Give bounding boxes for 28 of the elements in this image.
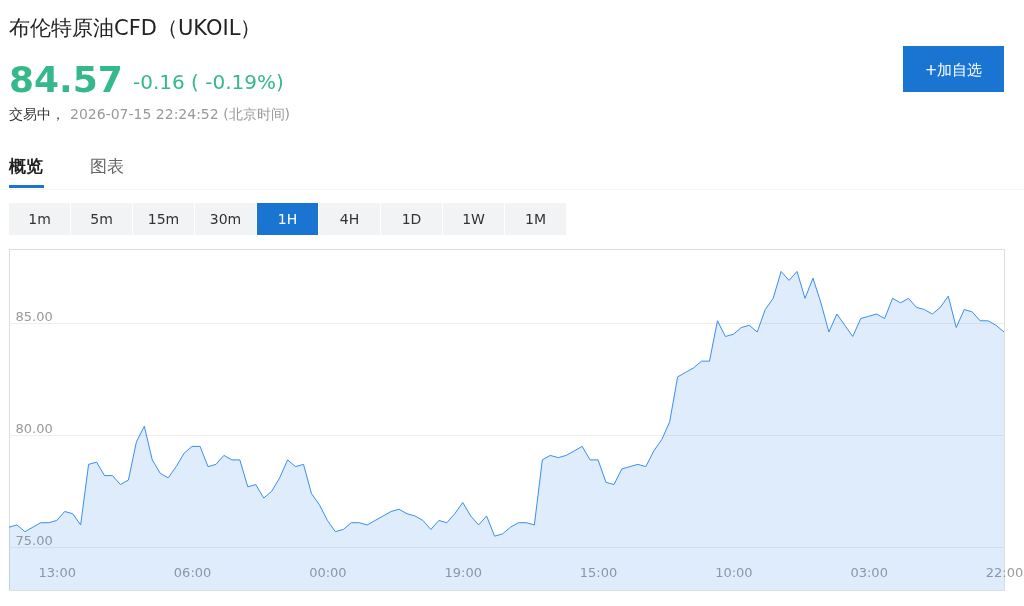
- text: 5m: [90, 211, 113, 227]
- text: 4H: [339, 211, 360, 227]
- text: 1m: [28, 211, 51, 227]
- x-tick-label: 15:00: [579, 564, 618, 580]
- x-tick-label: 13:00: [38, 564, 76, 580]
- text: 1H: [277, 211, 298, 227]
- y-tick-label: 85.00: [15, 308, 53, 324]
- text: 30m: [209, 211, 242, 227]
- x-tick-label: 03:00: [850, 564, 888, 580]
- chart-title: 布伦特原油CFD（UKOIL）: [9, 16, 262, 40]
- x-tick-label: 00:00: [309, 564, 347, 580]
- text: 84.57: [9, 59, 123, 100]
- text: 1D: [401, 211, 422, 227]
- x-tick-label: 19:00: [444, 564, 482, 580]
- text: 2026-07-15 22:24:52 (北京时间): [70, 106, 291, 122]
- x-tick-label: 22:00: [985, 564, 1024, 580]
- x-tick-label: 06:00: [173, 564, 212, 580]
- x-tick-label: 10:00: [715, 564, 753, 580]
- text: 15m: [147, 211, 180, 227]
- text: 1M: [525, 211, 546, 227]
- text: 交易中，: [9, 106, 65, 122]
- text: -0.16 ( -0.19%): [133, 70, 284, 94]
- text: 概览: [8, 156, 43, 176]
- text: 图表: [90, 156, 124, 176]
- text: +加自选: [924, 61, 983, 79]
- y-tick-label: 80.00: [15, 420, 53, 436]
- y-tick-label: 75.00: [15, 532, 53, 548]
- text: 1W: [462, 211, 486, 227]
